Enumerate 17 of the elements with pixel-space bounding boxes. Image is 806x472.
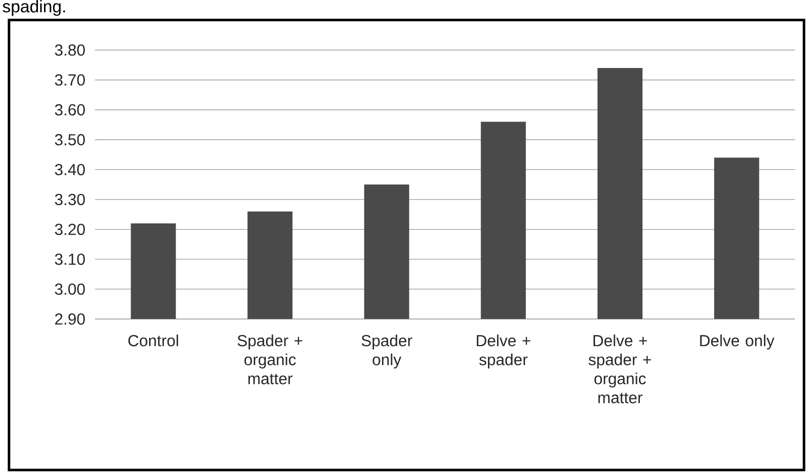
- y-tick-label: 3.10: [54, 254, 85, 265]
- y-tick-label: 2.90: [55, 313, 85, 325]
- y-tick-label: 3.30: [54, 194, 85, 206]
- y-tick-label: 3.60: [54, 104, 85, 116]
- y-tick-label: 3.40: [54, 164, 85, 176]
- y-tick-label: 3.00: [54, 283, 85, 295]
- x-tick-label: Delve only: [700, 334, 774, 350]
- x-tick-label: Control: [128, 334, 178, 346]
- y-tick-label: 3.20: [54, 224, 85, 236]
- y-tick-label: 3.80: [54, 44, 85, 56]
- x-tick-label: Spader + organic matter: [238, 334, 302, 384]
- y-tick-label: 3.50: [54, 134, 85, 146]
- x-tick-label: Spader only: [362, 334, 412, 368]
- x-tick-label: Delve + spader + organic matter: [588, 334, 651, 404]
- text: spading.: [2, 0, 65, 16]
- y-tick-label: 3.70: [54, 74, 85, 86]
- x-tick-label: Delve + spader: [476, 334, 530, 368]
